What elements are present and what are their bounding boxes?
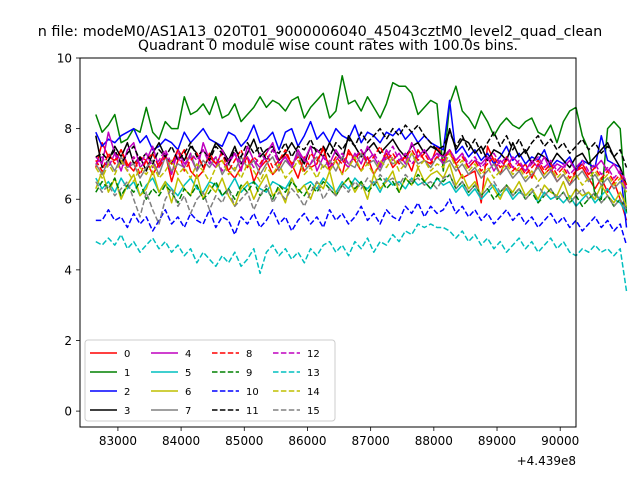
legend-label-11: 11: [246, 406, 259, 417]
legend-label-13: 13: [307, 368, 320, 379]
series-line-1: [95, 74, 628, 214]
legend-label-12: 12: [307, 349, 320, 360]
series-line-9: [95, 173, 628, 211]
series-line-12: [95, 145, 628, 182]
x-tick-label: 84000: [162, 434, 200, 448]
x-tick-label: 85000: [225, 434, 263, 448]
y-tick-label: 4: [64, 263, 72, 277]
chart-suptitle: n file: modeM0/AS1A13_020T01_9000006040_…: [38, 24, 603, 40]
series-line-10: [95, 198, 628, 246]
series-line-14: [95, 152, 628, 193]
y-tick-label: 2: [64, 334, 72, 348]
legend-label-2: 2: [124, 387, 130, 398]
series-line-11: [95, 124, 628, 168]
x-tick-label: 90000: [541, 434, 579, 448]
legend-label-8: 8: [246, 349, 252, 360]
legend-label-10: 10: [246, 387, 259, 398]
y-tick-label: 6: [64, 193, 72, 207]
series-line-13: [95, 223, 628, 292]
series-lines: [95, 74, 628, 292]
legend-label-0: 0: [124, 349, 130, 360]
series-line-15: [95, 173, 628, 225]
legend-label-15: 15: [307, 406, 320, 417]
chart-title: Quadrant 0 module wise count rates with …: [138, 38, 518, 54]
axes-frame: [79, 57, 577, 428]
legend-label-3: 3: [124, 406, 130, 417]
legend-label-7: 7: [185, 406, 191, 417]
x-tick-label: 86000: [288, 434, 326, 448]
x-axis-ticks: 83000 84000 85000 86000 87000 88000 89000 90000: [99, 427, 579, 448]
series-line-3: [95, 127, 628, 186]
legend-box: [84, 339, 336, 422]
y-tick-label: 0: [64, 405, 72, 419]
legend-label-9: 9: [246, 368, 252, 379]
y-tick-label: 10: [57, 52, 72, 66]
legend-label-14: 14: [307, 387, 320, 398]
legend-label-5: 5: [185, 368, 191, 379]
y-tick-label: 8: [64, 122, 72, 136]
x-tick-label: 88000: [415, 434, 453, 448]
legend-label-6: 6: [185, 387, 191, 398]
x-tick-label: 87000: [352, 434, 390, 448]
x-tick-label: 89000: [478, 434, 516, 448]
x-tick-label: 83000: [99, 434, 137, 448]
x-axis-offset-label: +4.439e8: [517, 454, 576, 468]
legend-label-1: 1: [124, 368, 130, 379]
legend-label-4: 4: [185, 349, 191, 360]
y-axis-ticks: 0 2 4 6 8 10: [57, 52, 80, 419]
